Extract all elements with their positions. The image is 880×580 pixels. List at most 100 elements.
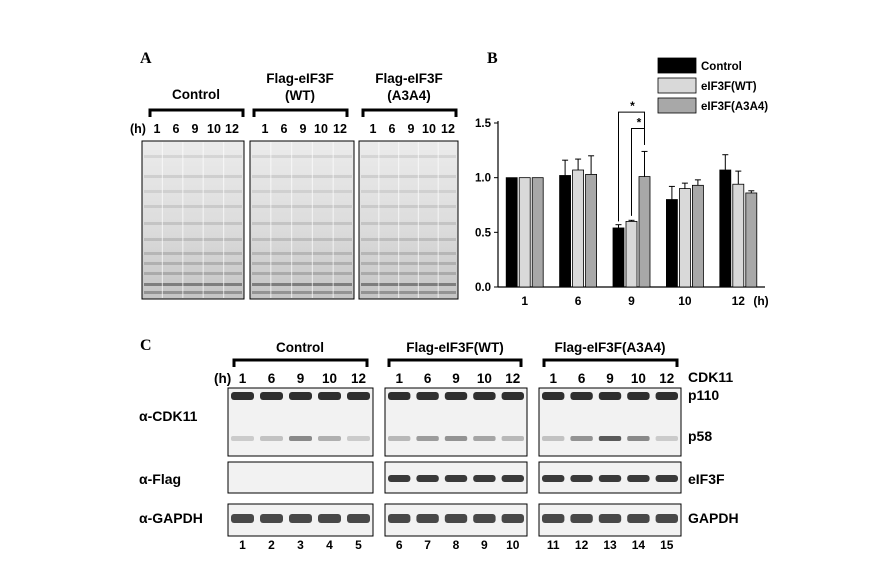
group-bracket — [148, 108, 245, 117]
bar — [745, 192, 758, 288]
lane-number: 14 — [632, 538, 646, 552]
lane-label: 6 — [173, 122, 180, 136]
group-bracket — [361, 108, 458, 117]
blot-flag — [384, 461, 528, 494]
lane-number: 9 — [481, 538, 488, 552]
group-bracket — [387, 358, 523, 367]
y-tick-label: 0.0 — [475, 282, 491, 294]
lane-label: 1 — [262, 122, 269, 136]
lane-number: 1 — [239, 538, 246, 552]
legend-swatch — [657, 77, 697, 94]
panel-a-letter: A — [140, 50, 152, 67]
blot-flag — [227, 461, 374, 494]
significance-star: * — [630, 99, 635, 113]
blot-gapdh — [227, 503, 374, 537]
lane-number: 5 — [355, 538, 362, 552]
panel-c: C Control Flag-eIF3F(WT) Flag-eIF3F(A3A4… — [139, 337, 739, 552]
bar — [612, 227, 625, 288]
bar — [518, 177, 531, 288]
lane-label: 1 — [154, 122, 161, 136]
label-p110: p110 — [688, 387, 719, 403]
group-bracket — [232, 358, 369, 367]
panel-b: B 0.0 0.5 1.0 1.5 1 6 9 10 12 (h) ** Control eIF3F(W… — [475, 50, 769, 308]
group-bracket — [252, 108, 349, 117]
lane-label: 9 — [452, 371, 460, 386]
lane-number: 13 — [603, 538, 617, 552]
panel-a-group-title: Flag-eIF3F — [266, 71, 334, 86]
lane-number: 2 — [268, 538, 275, 552]
lane-number: 10 — [506, 538, 520, 552]
lane-label: 10 — [422, 122, 436, 136]
lane-number: 15 — [660, 538, 674, 552]
lane-label: 1 — [370, 122, 377, 136]
bar — [692, 184, 704, 288]
panel-c-group-title: Flag-eIF3F(WT) — [406, 340, 504, 355]
panel-a-group-subtitle: (WT) — [285, 88, 315, 103]
lane-label: 9 — [300, 122, 307, 136]
x-tick-label: 9 — [628, 294, 635, 308]
lane-label: 1 — [239, 371, 247, 386]
bar — [531, 177, 544, 288]
legend-swatch — [657, 57, 697, 74]
lane-number: 4 — [326, 538, 333, 552]
lane-label: 9 — [408, 122, 415, 136]
blot-gapdh — [538, 503, 682, 537]
bar — [666, 199, 678, 288]
lane-label: 12 — [333, 122, 347, 136]
blot-cdk11 — [227, 387, 374, 457]
panel-a-group-title: Flag-eIF3F — [375, 71, 443, 86]
legend-label: Control — [701, 61, 742, 73]
panel-a-group-title: Control — [172, 87, 220, 102]
panel-c-letter: C — [140, 337, 152, 354]
gel-image — [141, 140, 245, 300]
lane-label: 12 — [225, 122, 239, 136]
time-unit-label: (h) — [214, 371, 231, 386]
label-eif3f: eIF3F — [688, 471, 725, 487]
panel-a: A Control Flag-eIF3F (WT) Flag-eIF3F (A3… — [130, 50, 459, 300]
label-cdk11: CDK11 — [688, 369, 733, 385]
label-p58: p58 — [688, 428, 712, 444]
x-tick-label: 12 — [732, 294, 746, 308]
lane-label: 12 — [351, 371, 366, 386]
bar — [585, 173, 597, 288]
bar — [732, 183, 745, 288]
lane-label: 1 — [395, 371, 403, 386]
lane-number: 3 — [297, 538, 304, 552]
panel-b-letter: B — [487, 50, 498, 67]
gel-image — [358, 140, 459, 300]
y-tick-label: 1.5 — [475, 118, 492, 130]
lane-label: 12 — [441, 122, 455, 136]
row-label-cdk11: α-CDK11 — [139, 408, 198, 424]
panel-a-group-subtitle: (A3A4) — [387, 88, 431, 103]
bar — [572, 169, 584, 288]
lane-label: 9 — [192, 122, 199, 136]
lane-number: 8 — [453, 538, 460, 552]
y-tick-label: 0.5 — [475, 227, 492, 239]
blot-gapdh — [384, 503, 528, 537]
lane-label: 10 — [314, 122, 328, 136]
lane-label: 9 — [606, 371, 614, 386]
bar — [625, 220, 638, 288]
lane-number: 12 — [575, 538, 589, 552]
panel-c-group-title: Control — [276, 340, 324, 355]
panel-c-group-title: Flag-eIF3F(A3A4) — [554, 340, 665, 355]
x-tick-label: 6 — [575, 294, 582, 308]
blot-cdk11 — [384, 387, 528, 457]
legend-swatch — [657, 97, 697, 114]
significance-brackets — [618, 111, 645, 222]
x-tick-label: 1 — [521, 294, 528, 308]
time-unit-label: (h) — [130, 122, 146, 136]
lane-label: 9 — [297, 371, 305, 386]
x-tick-label: 10 — [678, 294, 692, 308]
row-label-flag: α-Flag — [139, 471, 181, 487]
lane-label: 10 — [322, 371, 337, 386]
lane-label: 6 — [281, 122, 288, 136]
lane-label: 10 — [477, 371, 492, 386]
gel-image — [249, 140, 355, 300]
label-gapdh: GAPDH — [688, 510, 739, 526]
lane-label: 10 — [207, 122, 221, 136]
lane-label: 6 — [389, 122, 396, 136]
lane-number: 7 — [424, 538, 431, 552]
bar-chart: 0.0 0.5 1.0 1.5 1 6 9 10 12 (h) ** Control eIF3F(WT)… — [475, 57, 769, 308]
lane-number: 6 — [396, 538, 403, 552]
